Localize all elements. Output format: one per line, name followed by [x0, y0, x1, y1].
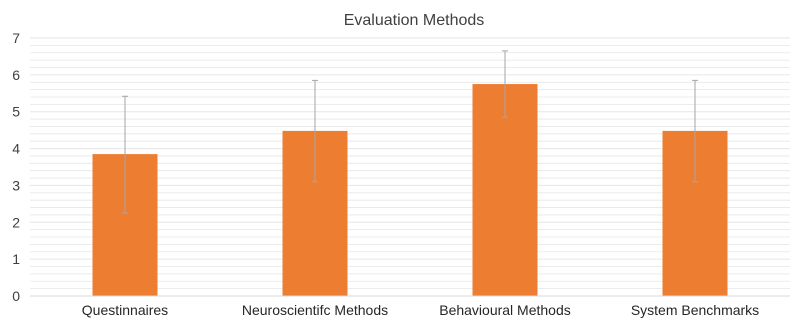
category-label: Questinnaires: [82, 302, 168, 318]
y-tick-label: 1: [12, 251, 20, 267]
category-label: Neuroscientifc Methods: [242, 302, 388, 318]
error-bars: [122, 50, 698, 214]
y-tick-label: 0: [12, 288, 20, 304]
category-label: System Benchmarks: [631, 302, 759, 318]
y-tick-label: 5: [12, 104, 20, 120]
category-labels: Questinnaires Neuroscientifc Methods Behav…: [82, 302, 759, 318]
bars: [92, 84, 728, 296]
category-label: Behavioural Methods: [439, 302, 571, 318]
y-tick-labels: 0 1 2 3 4 5 6 7: [12, 30, 20, 304]
chart-title: Evaluation Methods: [344, 12, 485, 29]
y-tick-label: 6: [12, 67, 20, 83]
y-tick-label: 4: [12, 141, 20, 157]
y-tick-label: 7: [12, 30, 20, 46]
bar-3: [472, 84, 538, 296]
y-tick-label: 2: [12, 214, 20, 230]
y-tick-label: 3: [12, 177, 20, 193]
